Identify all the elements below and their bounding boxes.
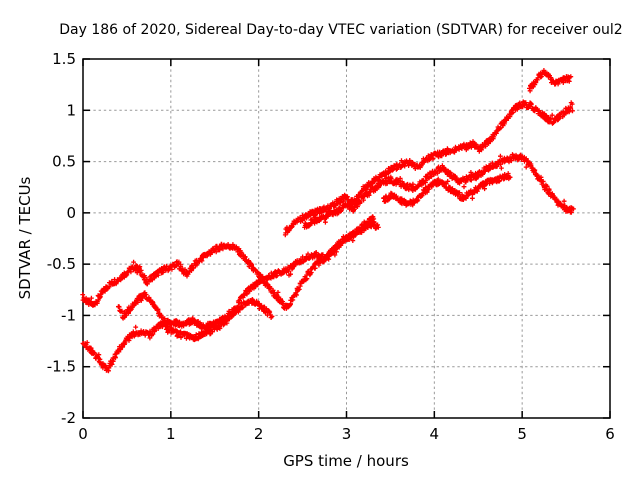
x-tick-label: 1	[166, 425, 176, 443]
y-tick-label: 1.5	[52, 50, 76, 68]
x-tick-label: 3	[342, 425, 352, 443]
x-tick-label: 2	[254, 425, 264, 443]
y-tick-label: -1.5	[47, 358, 76, 376]
y-tick-label: 0	[66, 204, 76, 222]
series-trace-6	[381, 171, 513, 208]
series-trace-4	[282, 99, 575, 238]
series-trace-3	[116, 290, 275, 343]
chart-title: Day 186 of 2020, Sidereal Day-to-day VTE…	[59, 22, 622, 38]
axis-ticks	[82, 58, 611, 419]
series-trace-7	[527, 68, 574, 94]
x-tick-label: 6	[605, 425, 615, 443]
y-axis-label: SDTVAR / TECUs	[16, 176, 34, 299]
y-tick-label: -0.5	[47, 255, 76, 273]
series-trace-5	[302, 152, 576, 230]
data-series	[80, 68, 576, 374]
y-tick-label: 1	[66, 101, 76, 119]
series-trace-2	[80, 220, 381, 374]
x-tick-label: 5	[517, 425, 527, 443]
y-tick-label: 0.5	[52, 153, 76, 171]
x-tick-label: 4	[430, 425, 440, 443]
x-tick-label: 0	[78, 425, 88, 443]
x-axis-label: GPS time / hours	[283, 452, 409, 470]
y-tick-label: -1	[61, 306, 76, 324]
y-tick-label: -2	[61, 409, 76, 427]
tick-labels: 0 1 2 3 4 5 6 1.5 1 0.5 0 -0.5 -1 -1.5 -2	[47, 50, 615, 443]
